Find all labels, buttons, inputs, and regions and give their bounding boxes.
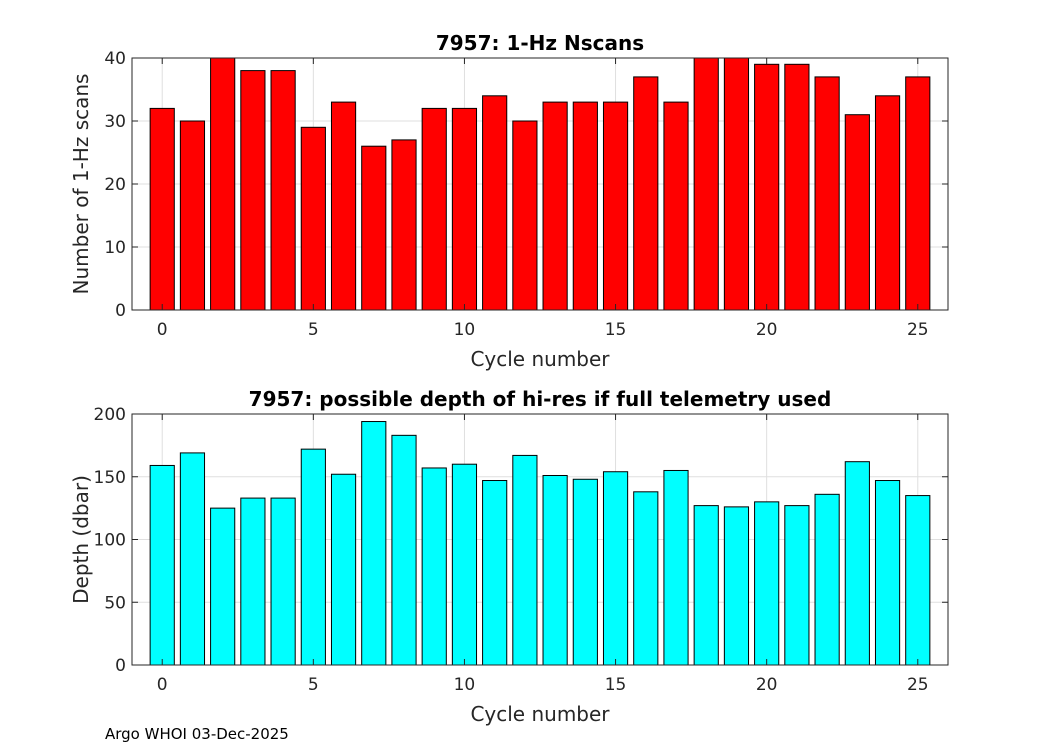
footer-credit: Argo WHOI 03-Dec-2025 (105, 725, 289, 743)
bar (391, 434, 417, 666)
bar (240, 70, 266, 311)
chart-nscans: 0 5 10 15 20 25 0 10 20 30 40 7957: 1-Hz Nscans Cycl… (69, 31, 949, 371)
chart-depth: 0 5 10 15 20 25 0 50 100 150 200 7957: possible dep… (69, 387, 949, 726)
bar (300, 126, 326, 311)
chart-title: 7957: 1-Hz Nscans (436, 31, 644, 55)
bar (693, 505, 719, 666)
x-axis-label: Cycle number (470, 702, 610, 726)
y-tick-label: 50 (104, 593, 126, 613)
bar (844, 461, 870, 666)
bar (391, 139, 417, 311)
bar (210, 57, 236, 311)
bar (542, 474, 568, 666)
x-tick-label: 25 (907, 675, 929, 695)
y-tick-label: 30 (104, 112, 126, 132)
bar (602, 101, 629, 311)
bar (754, 501, 780, 666)
bar (874, 480, 901, 666)
bar (361, 145, 387, 311)
x-tick-label: 20 (756, 320, 778, 340)
bar (784, 505, 810, 666)
bar (663, 469, 689, 666)
bar (723, 506, 750, 666)
y-axis-label: Depth (dbar) (69, 475, 93, 604)
x-tick-label: 5 (308, 675, 319, 695)
bar (179, 452, 206, 666)
bar (512, 454, 538, 666)
bar (784, 63, 810, 311)
bar (693, 57, 719, 311)
bar (844, 114, 870, 311)
bar (179, 120, 206, 311)
bar (149, 107, 175, 311)
bar (421, 467, 447, 666)
bar (754, 63, 780, 311)
bar (572, 478, 598, 666)
bar (602, 471, 629, 666)
bar (482, 480, 508, 666)
bar (814, 493, 840, 666)
x-tick-label: 25 (907, 320, 929, 340)
x-tick-label: 0 (157, 675, 168, 695)
bar (361, 421, 387, 666)
y-tick-label: 200 (94, 405, 126, 425)
x-tick-label: 15 (605, 675, 627, 695)
bar (330, 473, 357, 666)
x-tick-label: 20 (756, 675, 778, 695)
bar (482, 95, 508, 311)
y-tick-label: 150 (94, 468, 126, 488)
bar (149, 464, 175, 666)
bar (905, 495, 931, 666)
bar (270, 70, 296, 311)
bar (663, 101, 689, 311)
bar (542, 101, 568, 311)
x-axis-label: Cycle number (470, 347, 610, 371)
x-tick-label: 15 (605, 320, 627, 340)
bar (300, 448, 326, 666)
bar (451, 107, 478, 311)
x-tick-label: 10 (454, 320, 476, 340)
bar (512, 120, 538, 311)
bar (240, 497, 266, 666)
bar (330, 101, 357, 311)
x-tick-label: 5 (308, 320, 319, 340)
x-tick-label: 0 (157, 320, 168, 340)
bar (210, 507, 236, 666)
bar (572, 101, 598, 311)
y-tick-label: 0 (115, 656, 126, 676)
bar (633, 76, 659, 311)
y-tick-label: 10 (104, 238, 126, 258)
chart-title: 7957: possible depth of hi-res if full t… (249, 387, 832, 411)
bar (814, 76, 840, 311)
y-tick-label: 100 (94, 531, 126, 551)
bar (421, 107, 447, 311)
bar (723, 57, 750, 311)
y-tick-label: 40 (104, 49, 126, 69)
x-tick-label: 10 (454, 675, 476, 695)
bar (451, 463, 478, 666)
y-tick-label: 0 (115, 301, 126, 321)
bar (633, 491, 659, 666)
y-tick-label: 20 (104, 175, 126, 195)
bar (874, 95, 901, 311)
y-axis-label: Number of 1-Hz scans (69, 74, 93, 295)
bar (270, 497, 296, 666)
bar (905, 76, 931, 311)
